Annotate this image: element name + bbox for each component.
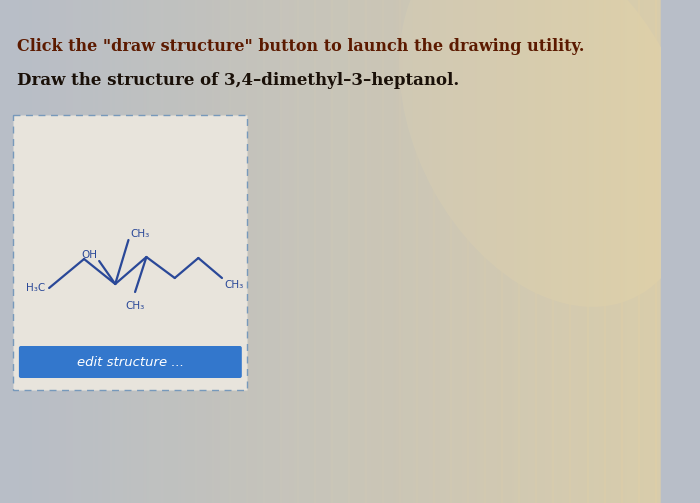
- Text: CH₃: CH₃: [130, 229, 150, 239]
- Text: CH₃: CH₃: [125, 301, 145, 311]
- FancyBboxPatch shape: [13, 115, 248, 390]
- Text: Draw the structure of 3,4–dimethyl–3–heptanol.: Draw the structure of 3,4–dimethyl–3–hep…: [17, 72, 459, 89]
- Text: edit structure ...: edit structure ...: [77, 356, 184, 369]
- FancyBboxPatch shape: [19, 346, 241, 378]
- Ellipse shape: [400, 0, 696, 307]
- Text: OH: OH: [81, 250, 97, 260]
- Text: CH₃: CH₃: [225, 280, 244, 290]
- Text: Click the "draw structure" button to launch the drawing utility.: Click the "draw structure" button to lau…: [17, 38, 584, 55]
- Text: H₃C: H₃C: [26, 283, 46, 293]
